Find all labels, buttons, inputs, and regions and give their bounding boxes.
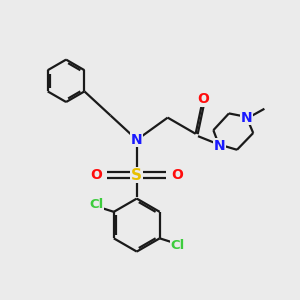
Text: N: N (213, 139, 225, 153)
Text: O: O (197, 92, 209, 106)
Text: O: O (171, 168, 183, 182)
Text: N: N (241, 111, 253, 124)
Text: S: S (131, 167, 142, 182)
Text: O: O (90, 168, 102, 182)
Text: N: N (131, 133, 142, 147)
Text: Cl: Cl (89, 198, 103, 211)
Text: Cl: Cl (170, 239, 184, 252)
